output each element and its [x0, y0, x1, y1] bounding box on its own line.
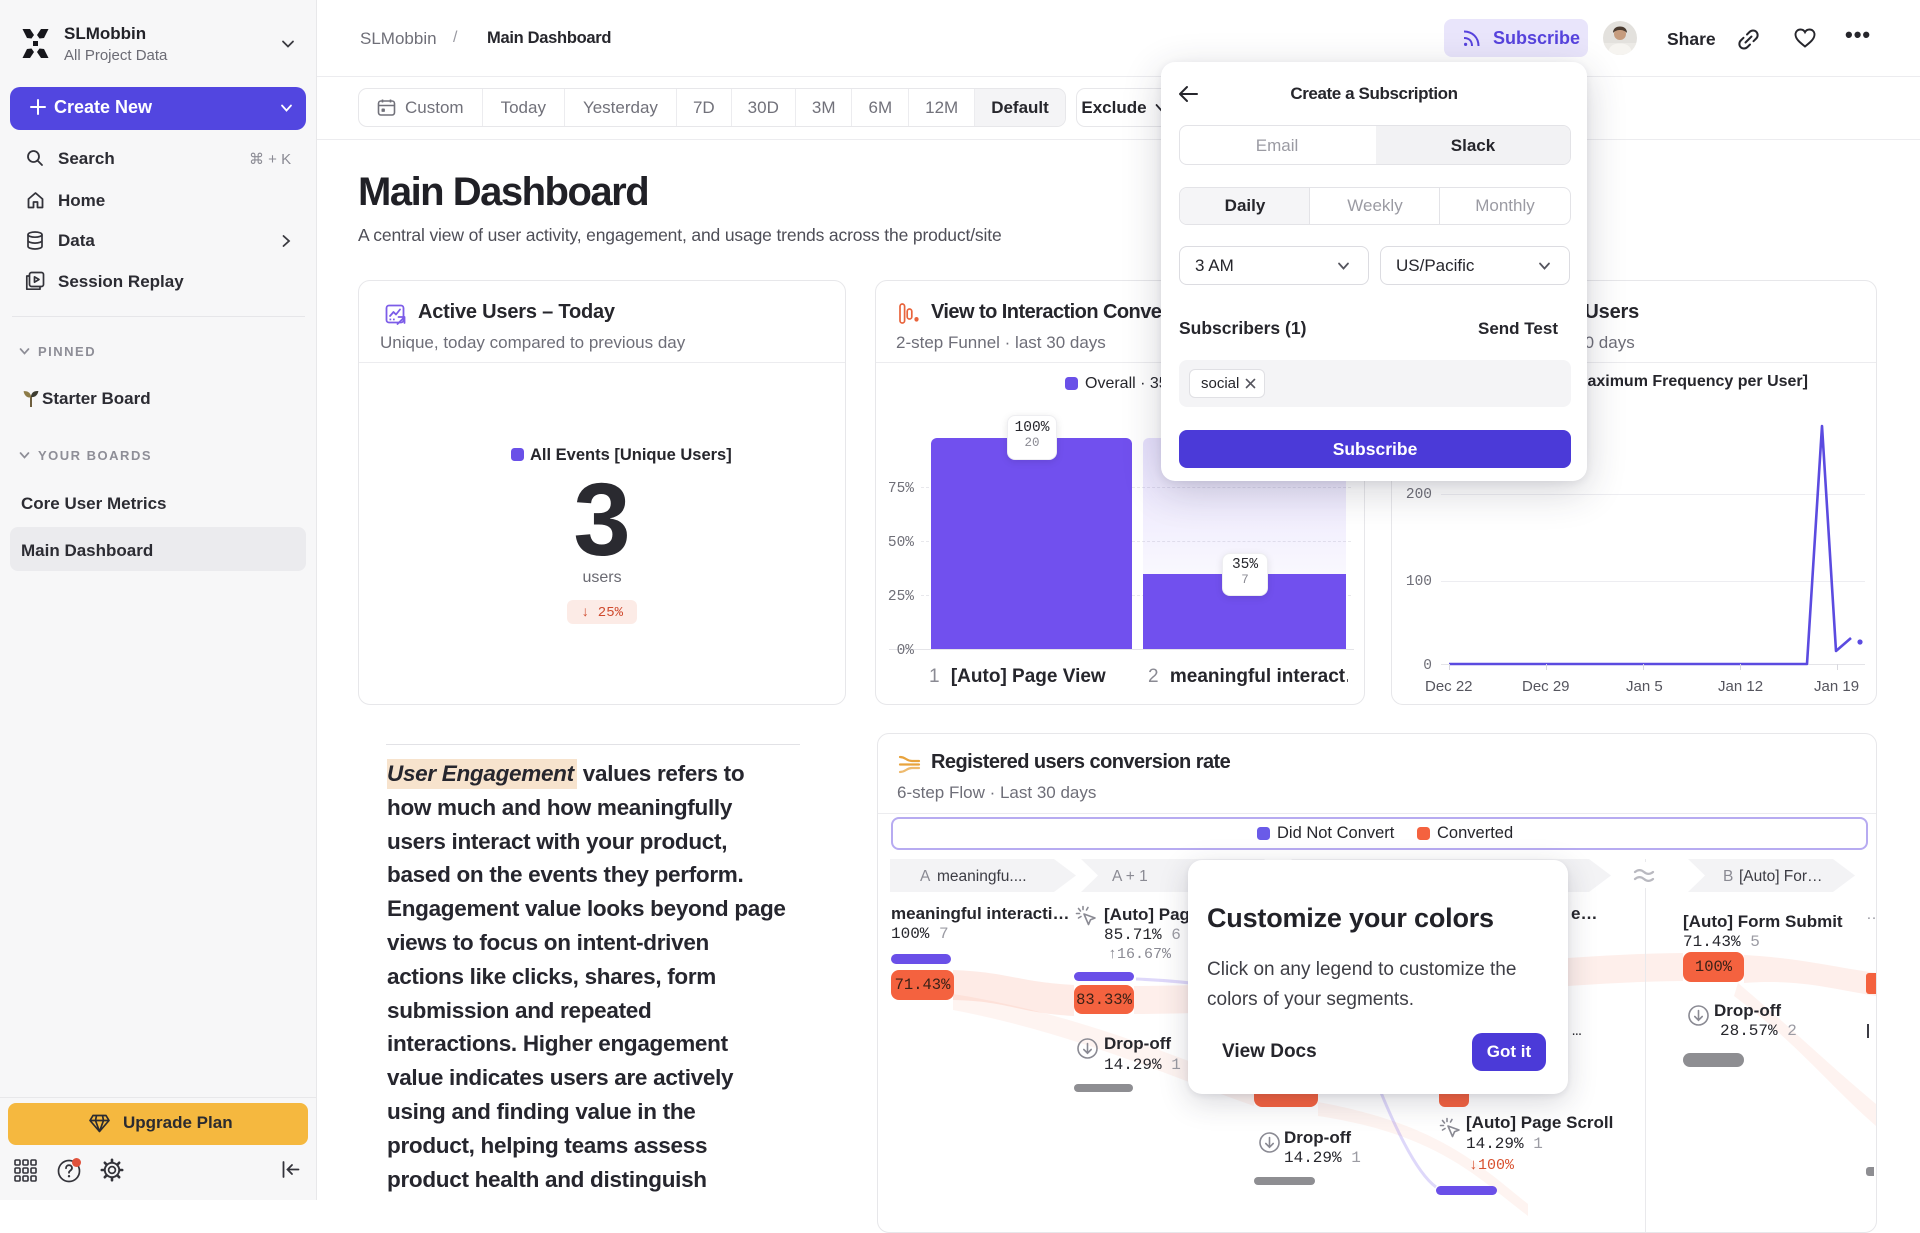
svg-text:A + 1: A + 1	[1112, 868, 1148, 885]
svg-text:[Auto] For…: [Auto] For…	[1739, 868, 1823, 885]
svg-text:A: A	[920, 868, 931, 885]
svg-text:meaningfu....: meaningfu....	[937, 868, 1027, 885]
svg-text:B: B	[1723, 868, 1733, 885]
